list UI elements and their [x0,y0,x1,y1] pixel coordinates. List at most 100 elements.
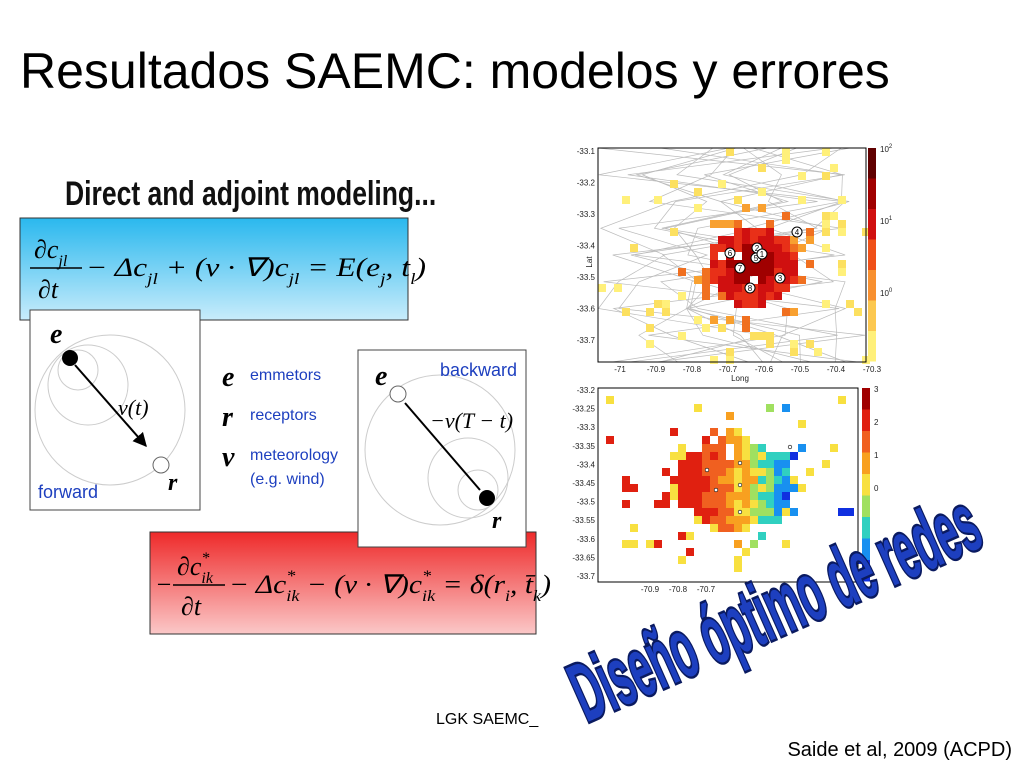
map-cell [742,460,750,468]
colorbar-segment [868,239,876,270]
map-cell [766,476,774,484]
y-tick-label: -33.7 [577,572,596,581]
x-tick-label: -70.9 [641,585,660,594]
map-cell [734,468,742,476]
eq-part: , t̄ [510,570,536,599]
map-cell [734,196,742,204]
map-cell [742,500,750,508]
map-cell [702,436,710,444]
map-cell [726,412,734,420]
map-cell [686,452,694,460]
y-tick-label: -33.6 [577,535,596,544]
map-cell [822,244,830,252]
map-cell [758,508,766,516]
eq-prefix: − [155,570,173,599]
colorbar-label: 102 [880,144,893,154]
adjoint-equation: −∂c*ik​∂t − Δc*ik​ − (v · ∇)c*ik​ = δ(ri… [155,550,551,621]
map-cell [710,476,718,484]
map-cell [742,252,750,260]
eq-part: ) [539,570,551,599]
colorbar-segment [862,538,870,560]
map-cell [630,484,638,492]
map-cell [774,260,782,268]
map-cell [766,236,774,244]
map-cell [710,452,718,460]
map-cell [622,540,630,548]
map-cell [758,476,766,484]
map-cell [742,268,750,276]
map-cell [622,196,630,204]
map-cell [750,236,758,244]
map-cell [734,244,742,252]
adjoint-equation-box [149,531,537,635]
colorbar-segment [862,560,870,582]
map-cell [766,500,774,508]
map-cell [774,476,782,484]
legend: e emmetors r receptors v meteorology (e.g. win… [222,362,338,488]
map-cell [726,236,734,244]
map-cell [782,508,790,516]
map-cell [790,236,798,244]
receptor-dot [389,385,407,403]
map-cell [678,476,686,484]
map-cell [670,428,678,436]
map-cell [766,292,774,300]
footer: LGK SAEMC_ [436,711,539,728]
map-cell [774,468,782,476]
map-cell [678,444,686,452]
map-cell [766,228,774,236]
map-cell [686,500,694,508]
map-cell [782,212,790,220]
map-cell [678,492,686,500]
x-tick-label: -70.4 [827,365,846,374]
map-cell [782,148,790,156]
map-cell [718,244,726,252]
velocity-label: v(t) [118,395,149,420]
y-tick-label: -33.3 [577,423,596,432]
eq-part: + (v · ∇)c [158,253,289,282]
map-cell [750,300,758,308]
map-cell [726,284,734,292]
map-cell [790,260,798,268]
subtitle: Direct and adjoint modeling... [65,175,436,213]
map-cell [822,172,830,180]
map-cell [750,508,758,516]
eq-denominator: ∂t [181,592,202,621]
map-cell [766,252,774,260]
map-cell [734,284,742,292]
map-cell [734,524,742,532]
diagram-label: forward [38,482,98,502]
map-cell [766,220,774,228]
map-cell [814,348,822,356]
y-tick-label: -33.5 [577,273,596,282]
colorbar-exp: 2 [889,144,893,150]
map-cell [630,524,638,532]
source-dot [479,490,495,506]
y-tick-label: -33.5 [577,498,596,507]
map-cell [758,516,766,524]
colorbar-segment [862,474,870,496]
map-cell [702,484,710,492]
map-cell [718,476,726,484]
map-cell [702,468,710,476]
map-cell [718,524,726,532]
map-cell [670,476,678,484]
map-cell [734,492,742,500]
map-cell [742,236,750,244]
map-cell [662,500,670,508]
map-cell [702,508,710,516]
map-cell [718,268,726,276]
map-cell [702,492,710,500]
map-cell [758,228,766,236]
map-cell [694,500,702,508]
map-cell [718,508,726,516]
map-cell [742,516,750,524]
map-cell [838,268,846,276]
map-cell [742,260,750,268]
map-cell [782,276,790,284]
y-tick-label: -33.7 [577,336,596,345]
map-cell [718,500,726,508]
map-cell [766,268,774,276]
map-cell [710,500,718,508]
